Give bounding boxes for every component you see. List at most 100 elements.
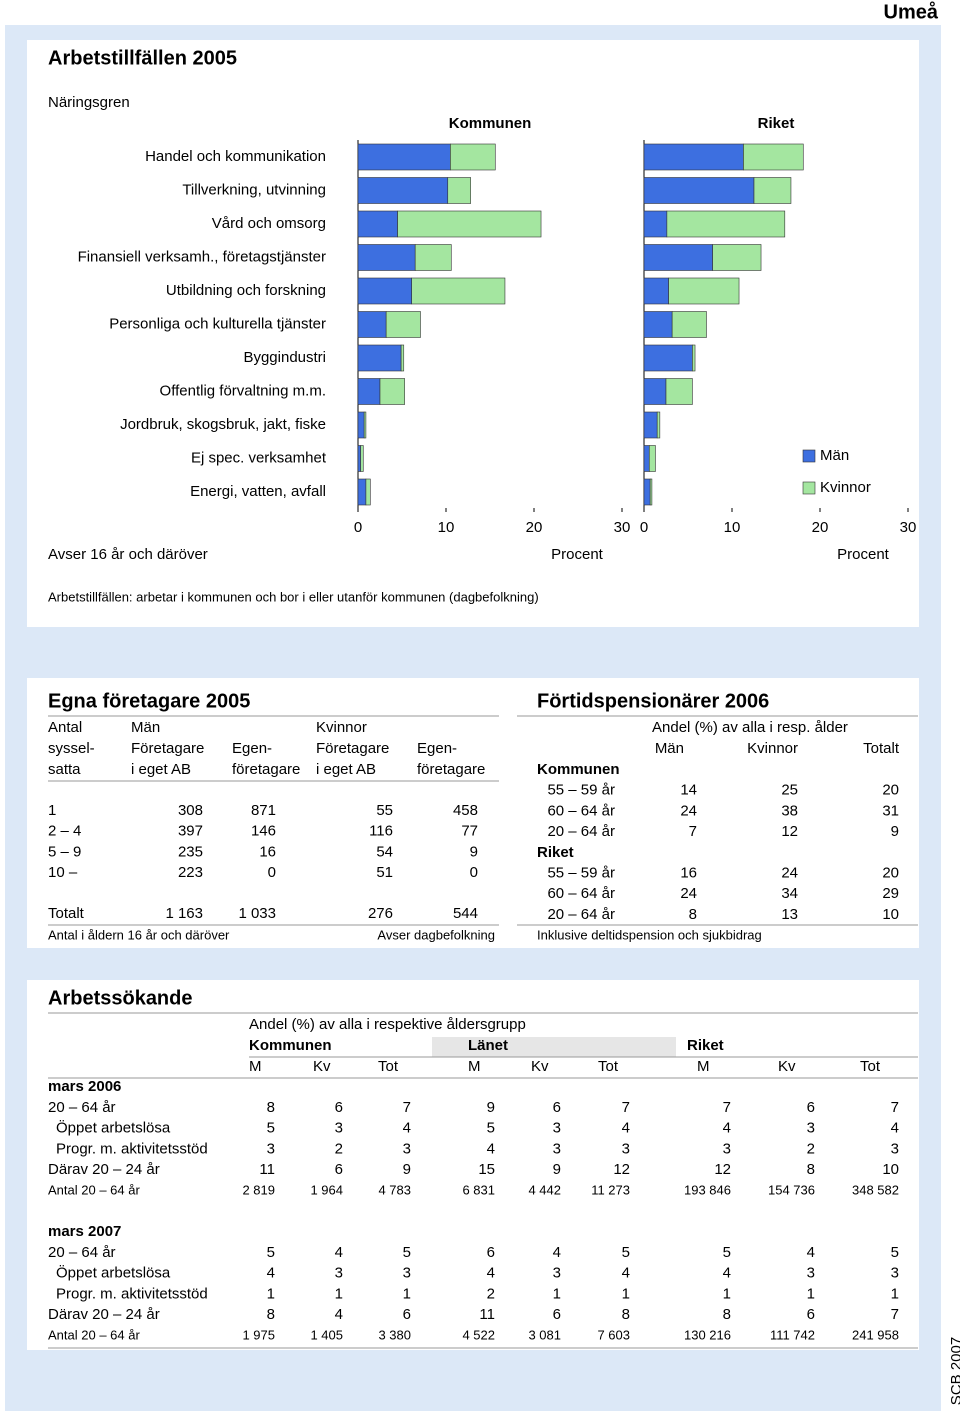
- cell: 6: [553, 1306, 561, 1323]
- row-label: 2 – 4: [48, 823, 81, 840]
- cell: 1: [553, 1285, 561, 1302]
- column-group: Män: [131, 719, 160, 736]
- cell: 130 216: [684, 1327, 731, 1342]
- row-label: 20 – 64 år: [48, 1244, 116, 1261]
- table-note: Avser dagbefolkning: [377, 927, 495, 942]
- region-header: Riket: [687, 1037, 724, 1054]
- cell: 10: [882, 1161, 899, 1178]
- category-label: Ej spec. verksamhet: [191, 449, 327, 466]
- column-header: Företagare: [316, 740, 389, 757]
- table-subtitle: Andel (%) av alla i respektive åldersgru…: [249, 1016, 526, 1033]
- cell: 3 081: [528, 1327, 561, 1342]
- cell: 1: [807, 1285, 815, 1302]
- group-label: Kommunen: [537, 761, 620, 778]
- x-tick-label: 20: [526, 519, 543, 536]
- cell: 6: [335, 1099, 343, 1116]
- bar: [379, 378, 405, 405]
- box-arbetstillfallen: [27, 40, 919, 627]
- cell: 11: [479, 1306, 495, 1323]
- cell: 8: [723, 1306, 731, 1323]
- cell: 6: [807, 1099, 815, 1116]
- cell: 9: [403, 1161, 411, 1178]
- cell: 5: [723, 1244, 731, 1261]
- cell: 3: [335, 1120, 343, 1137]
- row-label: Därav 20 – 24 år: [48, 1161, 160, 1178]
- column-header: Tot: [378, 1058, 399, 1075]
- category-label: Energi, vatten, avfall: [190, 483, 326, 500]
- cell: 5: [267, 1244, 275, 1261]
- cell: 55: [376, 802, 393, 819]
- cell: 25: [781, 782, 798, 799]
- group-label: Riket: [537, 844, 574, 861]
- bar: [363, 411, 367, 439]
- cell: 3: [403, 1140, 411, 1157]
- cell: 3: [807, 1120, 815, 1137]
- bar: [643, 344, 693, 372]
- box-tables: [27, 678, 919, 948]
- cell: 20: [882, 864, 899, 881]
- row-label: Progr. m. aktivitetsstöd: [56, 1140, 208, 1157]
- cell: 223: [178, 864, 203, 881]
- cell: 193 846: [684, 1182, 731, 1197]
- bar: [712, 244, 762, 271]
- cell: 5: [891, 1244, 899, 1261]
- chart-footnote: Arbetstillfällen: arbetar i kommunen och…: [48, 589, 539, 604]
- cell: 3: [723, 1140, 731, 1157]
- x-tick-label: 0: [354, 519, 362, 536]
- x-tick-label: 10: [438, 519, 455, 536]
- cell: 4: [553, 1244, 561, 1261]
- cell: 51: [376, 864, 393, 881]
- table-title: Egna företagare 2005: [48, 690, 250, 712]
- row-label: Antal 20 – 64 år: [48, 1182, 140, 1197]
- bar: [643, 311, 673, 338]
- cell: 3: [335, 1265, 343, 1282]
- cell: 2 819: [242, 1182, 275, 1197]
- cell: 1: [891, 1285, 899, 1302]
- table-title: Förtidspensionärer 2006: [537, 690, 769, 712]
- category-heading: Näringsgren: [48, 94, 130, 111]
- cell: 8: [807, 1161, 815, 1178]
- cell: 10: [882, 906, 899, 923]
- row-label: 10 –: [48, 864, 78, 881]
- column-header: företagare: [232, 761, 300, 778]
- cell: 9: [470, 843, 478, 860]
- cell: 4: [403, 1120, 411, 1137]
- cell: 397: [178, 823, 203, 840]
- cell: 3: [807, 1265, 815, 1282]
- column-header: Totalt: [863, 740, 900, 757]
- bar: [357, 210, 398, 238]
- cell: 458: [453, 802, 478, 819]
- column-header: Män: [655, 740, 684, 757]
- cell: 0: [268, 864, 276, 881]
- bar: [385, 311, 421, 338]
- cell: 2: [335, 1140, 343, 1157]
- cell: 308: [178, 802, 203, 819]
- cell: 4: [622, 1120, 630, 1137]
- cell: 1: [403, 1285, 411, 1302]
- cell: 7: [891, 1306, 899, 1323]
- bar: [665, 378, 693, 405]
- cell: 1: [267, 1285, 275, 1302]
- cell: 8: [622, 1306, 630, 1323]
- cell: 5: [267, 1120, 275, 1137]
- cell: 3: [622, 1140, 630, 1157]
- cell: 3: [553, 1140, 561, 1157]
- cell: 348 582: [852, 1182, 899, 1197]
- category-label: Utbildning och forskning: [166, 282, 326, 299]
- section-title: Arbetstillfällen 2005: [48, 47, 237, 69]
- bar: [411, 277, 506, 305]
- cell: 1 033: [238, 905, 276, 922]
- bar: [668, 277, 740, 305]
- row-label: 60 – 64 år: [547, 885, 615, 902]
- x-tick-label: 20: [812, 519, 829, 536]
- bar: [447, 177, 471, 204]
- category-label: Tillverkning, utvinning: [182, 181, 326, 198]
- cell: 24: [781, 864, 798, 881]
- column-header: i eget AB: [131, 761, 191, 778]
- bar: [357, 244, 416, 271]
- cell: 13: [781, 906, 798, 923]
- cell: 4: [267, 1265, 275, 1282]
- bar: [357, 277, 412, 305]
- column-header: Kv: [531, 1058, 549, 1075]
